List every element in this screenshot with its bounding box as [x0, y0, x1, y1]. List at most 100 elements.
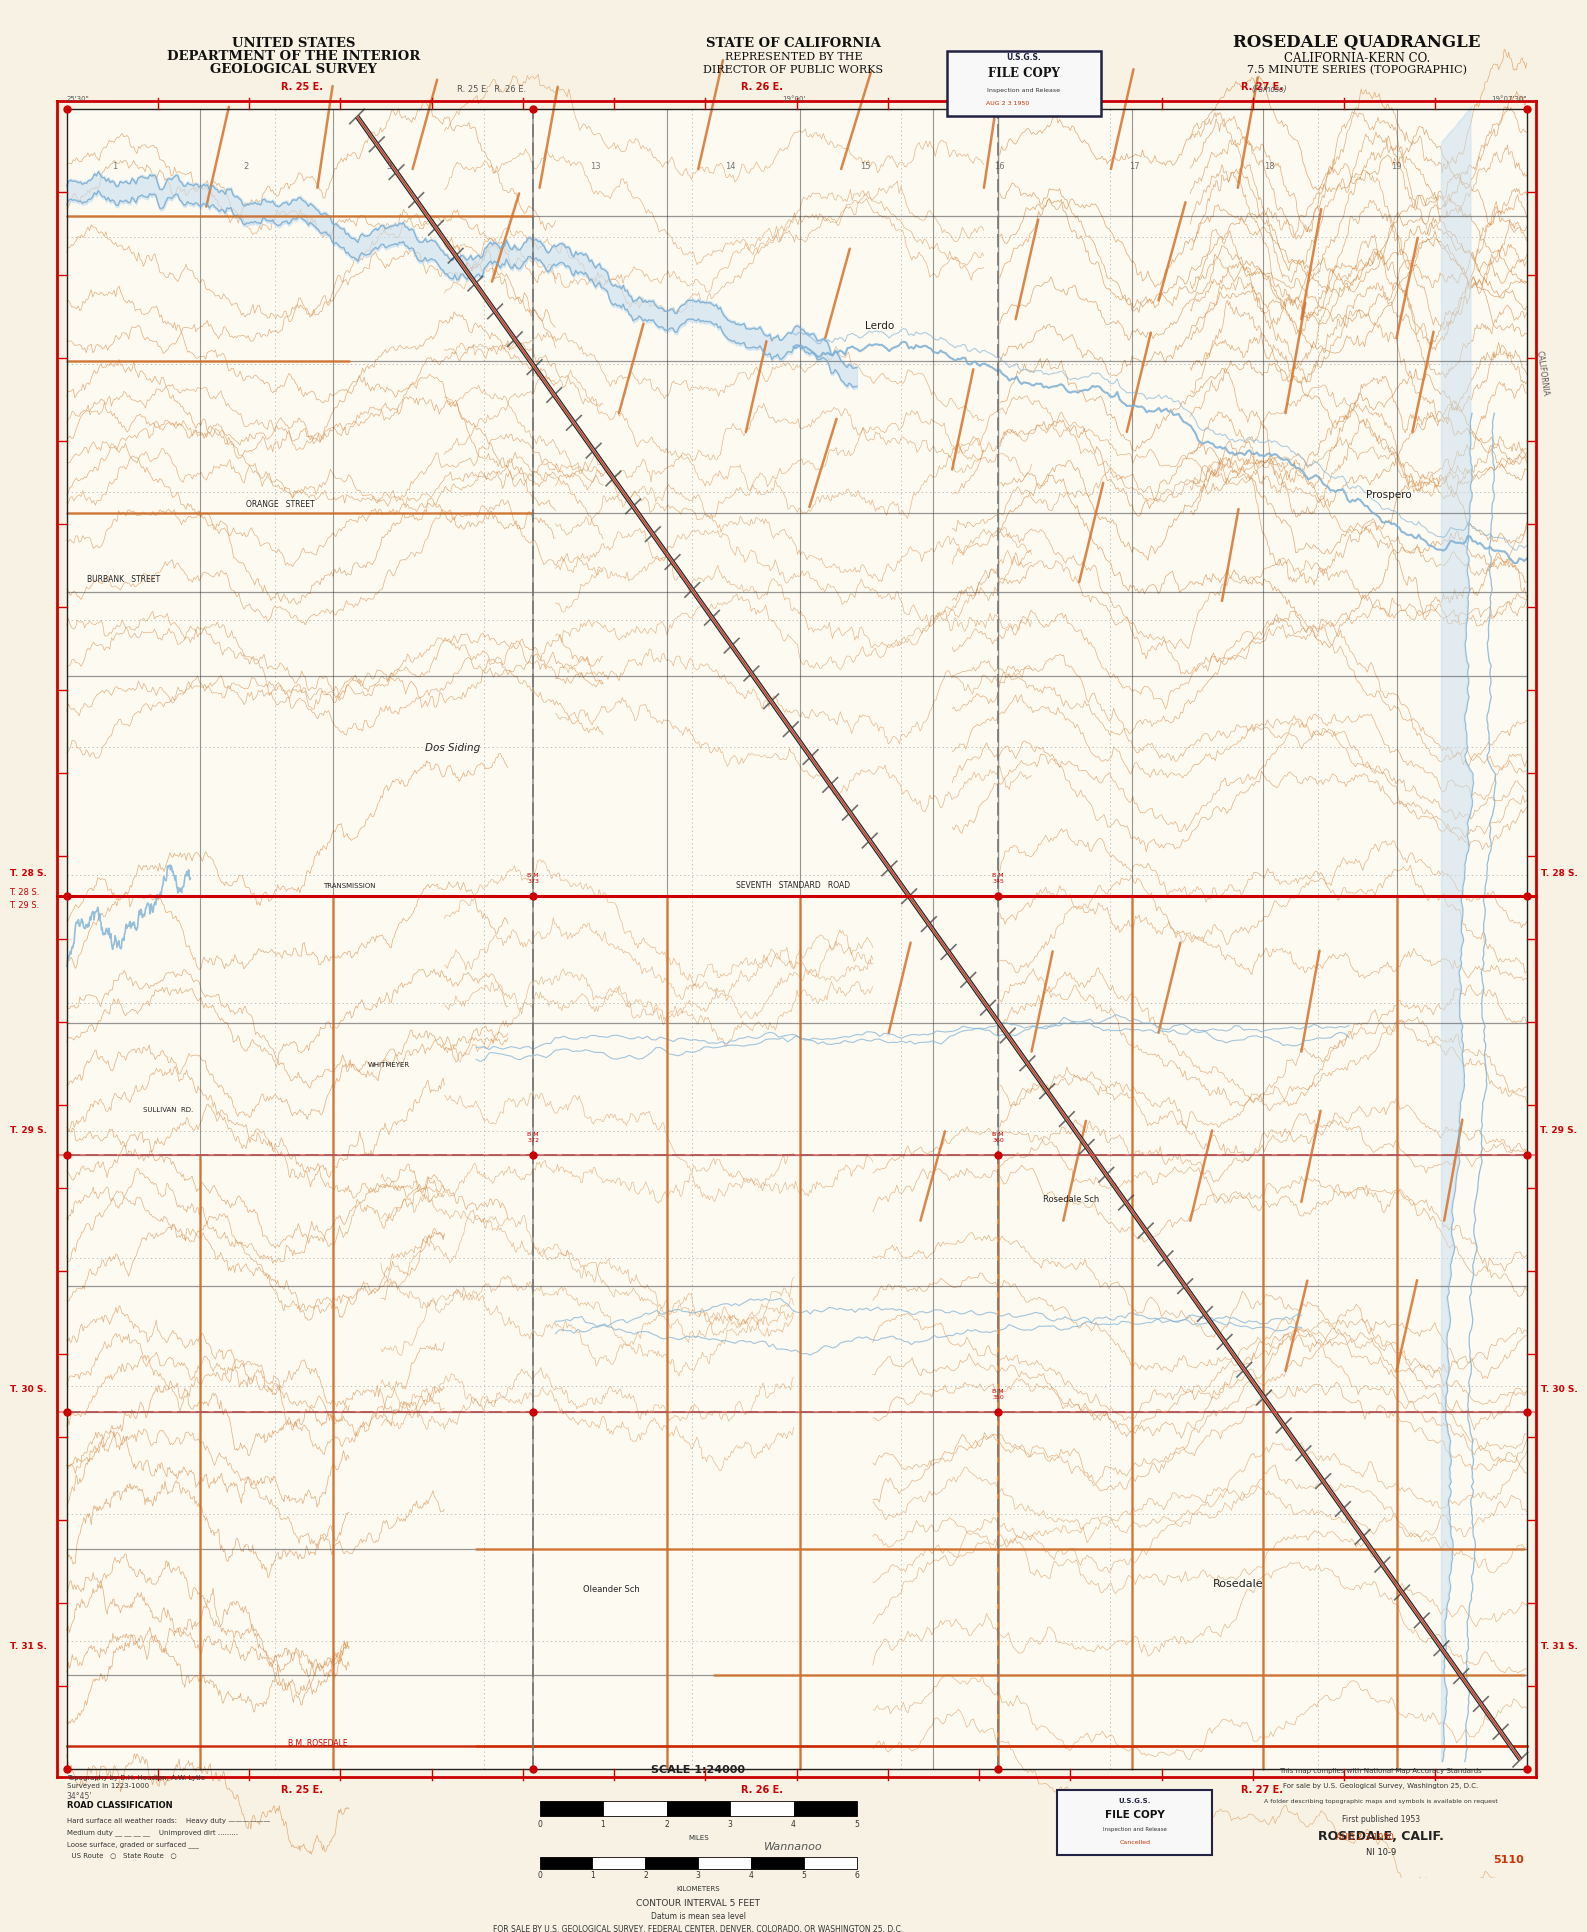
Text: KILOMETERS: KILOMETERS [676, 1886, 720, 1891]
Text: 1: 1 [111, 162, 117, 172]
Text: DIRECTOR OF PUBLIC WORKS: DIRECTOR OF PUBLIC WORKS [703, 66, 884, 75]
Bar [730, 1801, 794, 1816]
Text: 16: 16 [995, 162, 1005, 172]
Text: CALIFORNIA: CALIFORNIA [1535, 350, 1550, 396]
Text: ROAD CLASSIFICATION: ROAD CLASSIFICATION [67, 1801, 173, 1810]
Bar [603, 1801, 667, 1816]
Bar [67, 108, 1527, 1770]
Bar [751, 1857, 805, 1868]
Text: R. 25 E.  R. 26 E.: R. 25 E. R. 26 E. [457, 85, 527, 95]
Text: B M
372: B M 372 [527, 1132, 540, 1144]
Text: SEVENTH   STANDARD   ROAD: SEVENTH STANDARD ROAD [736, 881, 851, 891]
Text: T. 31 S.: T. 31 S. [10, 1642, 46, 1652]
Text: B M
345: B M 345 [992, 873, 1005, 883]
Bar [592, 1857, 646, 1868]
Text: 6: 6 [854, 1870, 860, 1880]
Text: A folder describing topographic maps and symbols is available on request: A folder describing topographic maps and… [1263, 1799, 1498, 1804]
Text: U.S.G.S.: U.S.G.S. [1006, 52, 1041, 62]
Text: R. 26 E.: R. 26 E. [741, 1785, 782, 1795]
Text: T. 29 S.: T. 29 S. [10, 902, 40, 910]
Text: Dos Siding: Dos Siding [425, 744, 479, 753]
Text: NI 10-9: NI 10-9 [1365, 1849, 1397, 1857]
Text: ROSEDALE, CALIF.: ROSEDALE, CALIF. [1317, 1830, 1444, 1843]
Text: 19°00': 19°00' [782, 97, 805, 102]
Text: B M
360: B M 360 [992, 1132, 1005, 1144]
Text: Datum is mean sea level: Datum is mean sea level [651, 1913, 746, 1920]
Text: 3: 3 [695, 1870, 701, 1880]
Bar [794, 1801, 857, 1816]
Text: REPRESENTED BY THE: REPRESENTED BY THE [725, 52, 862, 62]
Text: 1: 1 [601, 1820, 605, 1830]
Text: T. 28 S.: T. 28 S. [10, 889, 40, 896]
FancyBboxPatch shape [946, 50, 1101, 116]
Text: T. 30 S.: T. 30 S. [10, 1385, 46, 1395]
Text: For sale by U.S. Geological Survey, Washington 25, D.C.: For sale by U.S. Geological Survey, Wash… [1282, 1783, 1479, 1789]
Text: WHITMEYER: WHITMEYER [368, 1063, 409, 1068]
Text: (Famoso): (Famoso) [1252, 85, 1287, 95]
Text: ORANGE   STREET: ORANGE STREET [246, 500, 314, 508]
Text: FILE COPY: FILE COPY [1105, 1810, 1165, 1820]
Text: T. 28 S.: T. 28 S. [10, 869, 46, 877]
Text: 5110: 5110 [1493, 1855, 1524, 1864]
Bar [540, 1801, 603, 1816]
Text: 14: 14 [725, 162, 735, 172]
Text: MILES: MILES [689, 1835, 708, 1841]
Text: 25'30": 25'30" [67, 97, 89, 102]
Text: CONTOUR INTERVAL 5 FEET: CONTOUR INTERVAL 5 FEET [636, 1899, 760, 1909]
Text: 2: 2 [665, 1820, 668, 1830]
Text: 18: 18 [1265, 162, 1274, 172]
Text: Rosedale Sch: Rosedale Sch [1043, 1194, 1100, 1204]
Text: SCALE 1:24000: SCALE 1:24000 [651, 1764, 746, 1776]
Text: US Route   ○   State Route   ○: US Route ○ State Route ○ [67, 1853, 176, 1859]
Text: Medium duty __ __ __ __    Unimproved dirt .........: Medium duty __ __ __ __ Unimproved dirt … [67, 1830, 238, 1837]
Text: R. 27 E.: R. 27 E. [1241, 1785, 1282, 1795]
Text: 34°45': 34°45' [67, 1793, 92, 1801]
Text: 0: 0 [536, 1870, 543, 1880]
Text: FILE COPY: FILE COPY [987, 68, 1060, 79]
Text: Inspection and Release: Inspection and Release [987, 89, 1060, 93]
Text: Oleander Sch: Oleander Sch [582, 1586, 640, 1594]
Text: R. 27 E.: R. 27 E. [1241, 83, 1282, 93]
Text: B M
350: B M 350 [992, 1389, 1005, 1401]
Text: Topography by D.H. Houston, A.W. Lytle
Surveyed in 1223-1000: Topography by D.H. Houston, A.W. Lytle S… [67, 1776, 205, 1789]
Text: 19: 19 [1392, 162, 1401, 172]
Text: 4: 4 [790, 1820, 797, 1830]
Text: Prospero: Prospero [1366, 489, 1411, 500]
FancyBboxPatch shape [1057, 1789, 1212, 1855]
Text: GEOLOGICAL SURVEY: GEOLOGICAL SURVEY [209, 64, 378, 75]
Text: T. 31 S.: T. 31 S. [1541, 1642, 1577, 1652]
Text: AUG 2 3 1950: AUG 2 3 1950 [1336, 1833, 1393, 1843]
Text: CALIFORNIA-KERN CO.: CALIFORNIA-KERN CO. [1284, 52, 1430, 66]
Text: Rosedale: Rosedale [1212, 1578, 1263, 1588]
Bar [67, 108, 1527, 1770]
Bar [805, 1857, 857, 1868]
Text: ROSEDALE QUADRANGLE: ROSEDALE QUADRANGLE [1233, 35, 1481, 50]
Text: SULLIVAN  RD.: SULLIVAN RD. [143, 1107, 194, 1113]
Text: 17: 17 [1130, 162, 1139, 172]
Text: FOR SALE BY U.S. GEOLOGICAL SURVEY, FEDERAL CENTER, DENVER, COLORADO, OR WASHING: FOR SALE BY U.S. GEOLOGICAL SURVEY, FEDE… [494, 1926, 903, 1932]
Text: 0: 0 [536, 1820, 543, 1830]
Text: BURBANK   STREET: BURBANK STREET [87, 576, 160, 583]
Bar [667, 1801, 730, 1816]
Text: Hard surface all weather roads:    Heavy duty ——————: Hard surface all weather roads: Heavy du… [67, 1818, 270, 1824]
Text: U.S.G.S.: U.S.G.S. [1119, 1799, 1151, 1804]
Text: R. 25 E.: R. 25 E. [281, 1785, 322, 1795]
Text: 2: 2 [643, 1870, 647, 1880]
Text: B.M. ROSEDALE: B.M. ROSEDALE [287, 1739, 348, 1748]
Text: 5: 5 [854, 1820, 860, 1830]
Text: R. 26 E.: R. 26 E. [741, 83, 782, 93]
Text: 2: 2 [243, 162, 249, 172]
Text: DEPARTMENT OF THE INTERIOR: DEPARTMENT OF THE INTERIOR [167, 50, 421, 64]
Bar [646, 1857, 698, 1868]
Text: R. 25 E.: R. 25 E. [281, 83, 322, 93]
Text: STATE OF CALIFORNIA: STATE OF CALIFORNIA [706, 37, 881, 50]
Text: AUG 2 3 1950: AUG 2 3 1950 [986, 100, 1030, 106]
Text: First published 1953: First published 1953 [1341, 1814, 1420, 1824]
Text: This map complies with National Map Accuracy Standards: This map complies with National Map Accu… [1279, 1768, 1482, 1774]
Text: 15: 15 [860, 162, 870, 172]
Text: T. 29 S.: T. 29 S. [10, 1126, 46, 1134]
Text: 13: 13 [590, 162, 600, 172]
Text: 3: 3 [727, 1820, 733, 1830]
Text: T. 28 S.: T. 28 S. [1541, 869, 1577, 877]
Text: Lerdo: Lerdo [865, 321, 893, 330]
